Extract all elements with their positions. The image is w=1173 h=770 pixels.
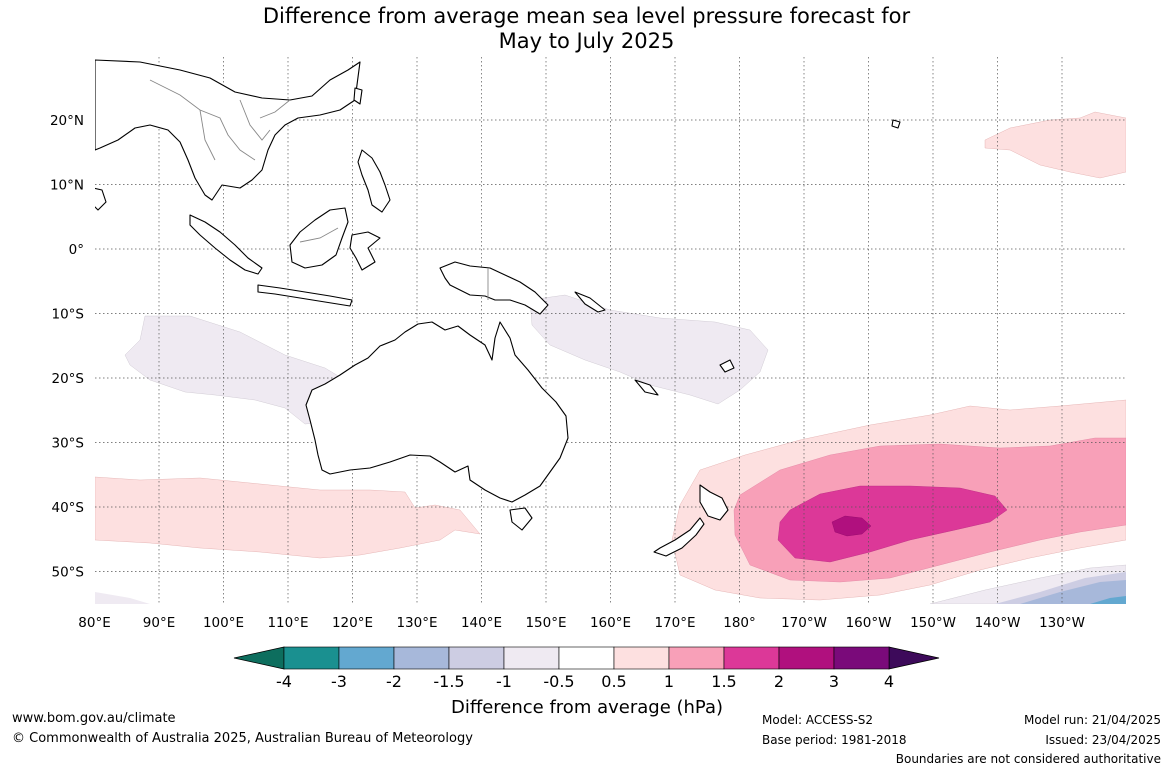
x-axis-tick-label: 100°E [203, 615, 244, 631]
coastline-sulawesi [349, 231, 381, 271]
anomaly-region-pos-2 [831, 515, 872, 537]
colorbar-swatch [723, 646, 780, 670]
coastline-philippines [357, 149, 391, 213]
anomaly-region-neg-coral [529, 294, 769, 405]
x-axis-tick-label: 140°W [975, 615, 1021, 631]
coastline-hawaii [891, 119, 901, 129]
colorbar: -4 -3 -2 -1.5 -1 -0.5 0.5 1 1.5 2 3 4 [233, 646, 940, 691]
colorbar-swatch [393, 646, 450, 670]
coastline-new-zealand-south [653, 517, 705, 557]
colorbar-tick-label: 4 [884, 672, 894, 691]
coastline-pacific-islands-2 [719, 359, 735, 373]
footer-base-period: Base period: 1981-2018 [762, 733, 907, 747]
coastline-sri-lanka [95, 187, 107, 211]
colorbar-tick-label: -4 [276, 672, 292, 691]
y-axis-tick-label: 10°N [50, 178, 84, 194]
anomaly-region-pos-npacific [984, 111, 1126, 179]
anomaly-shading [95, 111, 1126, 604]
x-axis-tick-label: 160°E [590, 615, 631, 631]
anomaly-region-pos-1p5 [777, 485, 1008, 563]
borders-se-asia [149, 79, 291, 161]
anomaly-region-neg-south-3 [1020, 580, 1126, 604]
y-axis-tick-label: 10°S [52, 307, 85, 323]
x-axis-tick-label: 90°E [143, 615, 175, 631]
x-axis-tick-label: 170°E [654, 615, 695, 631]
colorbar-tick-label: 0.5 [601, 672, 626, 691]
map-title-line2: May to July 2025 [498, 29, 675, 53]
x-axis-tick-label: 150°E [525, 615, 566, 631]
colorbar-tick-label: -0.5 [543, 672, 574, 691]
x-axis-tick-label: 110°E [267, 615, 308, 631]
anomaly-region-neg-sw-corner [95, 592, 150, 604]
x-axis-tick-label: 150°W [910, 615, 956, 631]
x-axis-tick-label: 80°E [78, 615, 110, 631]
x-axis-tick-label: 130°E [396, 615, 437, 631]
y-axis-labels: 20°N 10°N 0° 10°S 20°S 30°S 40°S 50°S [50, 113, 84, 581]
colorbar-swatch [558, 646, 615, 670]
coastline-java [257, 284, 353, 307]
x-axis-tick-label: 130°W [1039, 615, 1085, 631]
y-axis-tick-label: 30°S [52, 436, 85, 452]
footer-copyright: © Commonwealth of Australia 2025, Austra… [12, 731, 473, 746]
coastline-new-guinea [439, 261, 549, 315]
anomaly-region-neg-south-4 [1090, 596, 1126, 604]
x-axis-tick-label: 170°W [781, 615, 827, 631]
colorbar-tick-label: -2 [386, 672, 402, 691]
y-axis-tick-label: 20°S [52, 371, 85, 387]
colorbar-tick-label: -1.5 [433, 672, 464, 691]
y-axis-tick-label: 20°N [50, 113, 84, 129]
colorbar-swatch [778, 646, 835, 670]
x-axis-tick-label: 180° [723, 615, 756, 631]
coastline-sumatra [189, 214, 263, 275]
coastline-new-zealand-north [699, 484, 729, 521]
map-title: Difference from average mean sea level p… [0, 4, 1173, 54]
anomaly-region-neg-indian [124, 315, 346, 425]
x-axis-tick-label: 140°E [461, 615, 502, 631]
colorbar-swatch [668, 646, 725, 670]
border-borneo [299, 227, 339, 243]
colorbar-over-arrow [888, 646, 940, 670]
coastline-australia [305, 321, 569, 503]
footer-model: Model: ACCESS-S2 [762, 713, 874, 727]
x-axis-tick-label: 160°W [846, 615, 892, 631]
y-axis-tick-label: 50°S [52, 565, 85, 581]
gridlines [95, 57, 1126, 604]
colorbar-swatch [448, 646, 505, 670]
x-axis-tick-label: 120°E [332, 615, 373, 631]
colorbar-tick-label: 3 [829, 672, 839, 691]
footer-model-run: Model run: 21/04/2025 [1023, 713, 1161, 727]
coastline-pacific-islands-1 [634, 379, 659, 396]
footer-issued: Issued: 23/04/2025 [1045, 733, 1161, 747]
colorbar-swatch [283, 646, 340, 670]
country-borders [149, 79, 489, 300]
colorbar-tick-label: -1 [496, 672, 512, 691]
colorbar-tick-label: 1 [664, 672, 674, 691]
x-axis-labels: 80°E 90°E 100°E 110°E 120°E 130°E 140°E 150°E 16… [78, 615, 1085, 631]
y-axis-tick-label: 0° [69, 242, 84, 258]
colorbar-swatch [338, 646, 395, 670]
colorbar-title: Difference from average (hPa) [451, 697, 723, 718]
y-axis-tick-label: 40°S [52, 500, 85, 516]
colorbar-swatch [833, 646, 890, 670]
anomaly-region-pos-sindian [95, 476, 481, 559]
coastline-se-asia [95, 59, 361, 201]
map-title-line1: Difference from average mean sea level p… [262, 4, 911, 28]
colorbar-tick-label: 2 [774, 672, 784, 691]
footer-disclaimer: Boundaries are not considered authoritat… [895, 752, 1161, 766]
coastline-solomons [574, 291, 606, 313]
colorbar-swatch [613, 646, 670, 670]
colorbar-tick-label: -3 [331, 672, 347, 691]
coastline-taiwan [353, 87, 363, 105]
footer-website[interactable]: www.bom.gov.au/climate [12, 711, 176, 726]
colorbar-under-arrow [233, 646, 285, 670]
colorbar-swatch [503, 646, 560, 670]
coastline-tasmania [509, 507, 533, 531]
colorbar-tick-label: 1.5 [711, 672, 736, 691]
